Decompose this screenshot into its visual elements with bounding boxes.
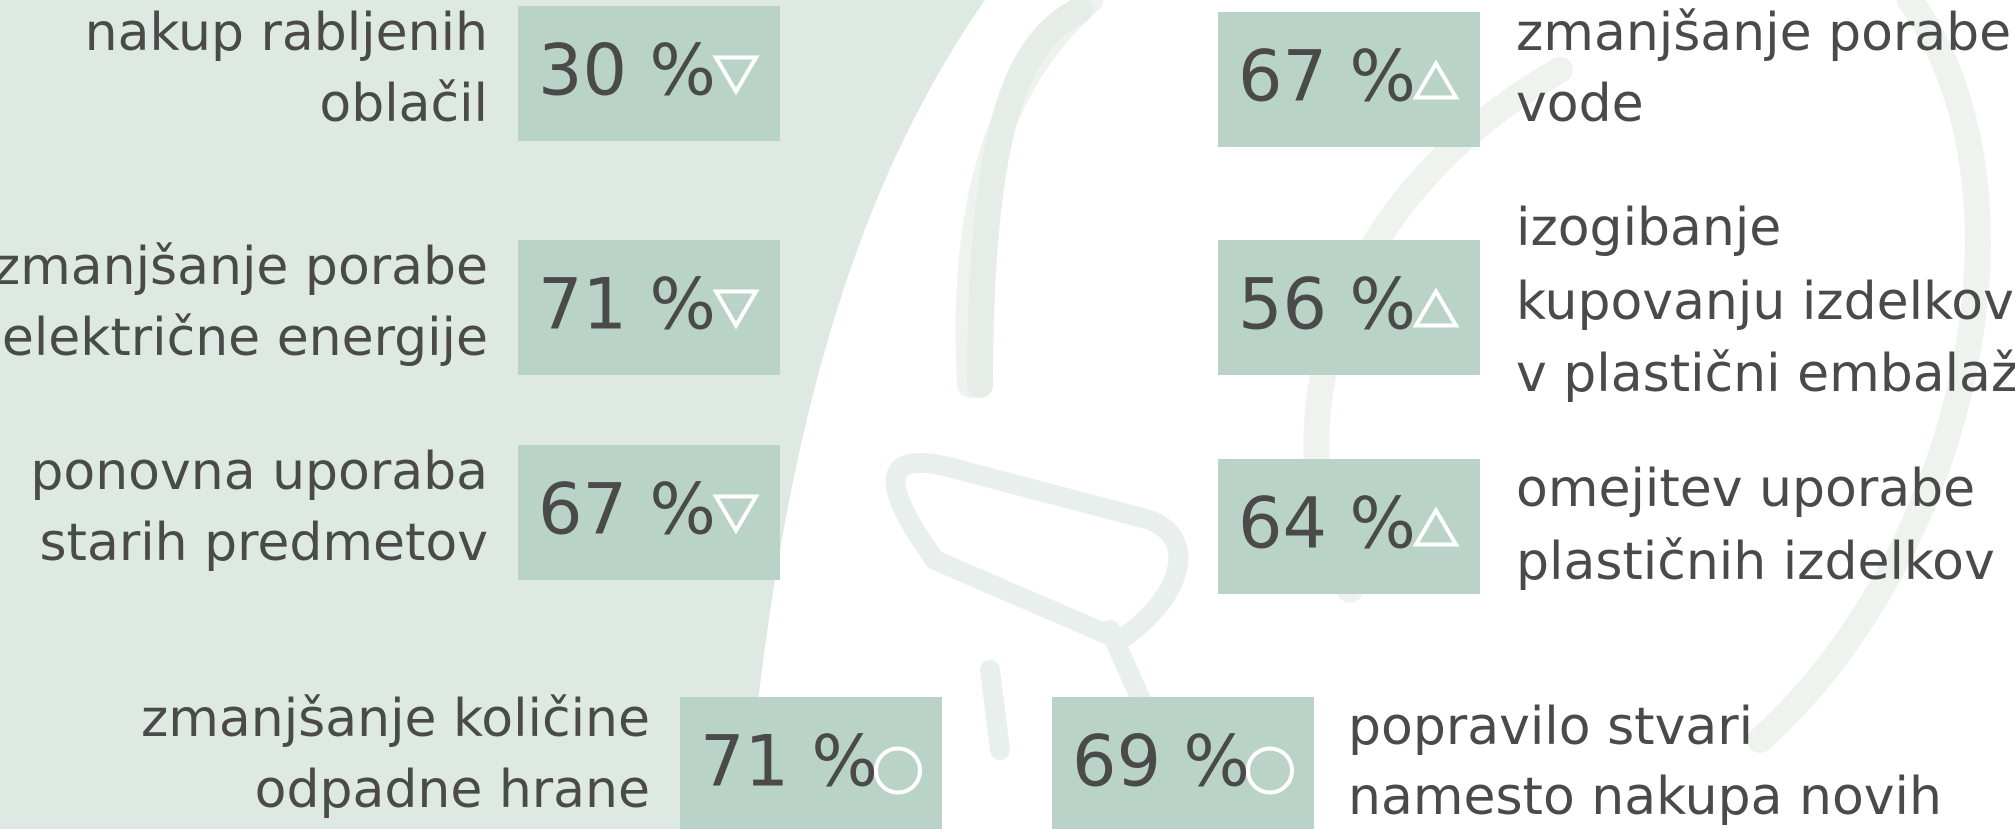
value-text: 71 % — [700, 721, 878, 803]
value-text: 71 % — [538, 264, 716, 346]
label-line: popravilo stvari — [1348, 697, 1753, 757]
label-line: vode — [1516, 74, 1644, 134]
label-line: kupovanju izdelkov — [1516, 272, 2014, 332]
value-text: 30 % — [538, 30, 716, 112]
infographic: 30 % nakup rabljenih oblačil 71 % zmanjšanje… — [0, 0, 2015, 829]
value-text: 67 % — [538, 469, 716, 551]
label-line: nakup rabljenih — [85, 3, 488, 63]
label-line: zmanjšanje porabe — [0, 237, 488, 297]
label-line: omejitev uporabe — [1516, 459, 1975, 519]
value-text: 67 % — [1238, 36, 1416, 118]
label-line: starih predmetov — [39, 513, 488, 573]
label-line: namesto nakupa novih — [1348, 767, 1942, 827]
label-line: plastičnih izdelkov — [1516, 532, 1995, 592]
label-line: električne energije — [2, 308, 488, 368]
label-line: zmanjšanje količine — [141, 689, 650, 749]
label-line: ponovna uporaba — [30, 442, 488, 502]
value-text: 56 % — [1238, 264, 1416, 346]
label-line: v plastični embalaži — [1516, 344, 2015, 404]
value-text: 64 % — [1238, 483, 1416, 565]
value-text: 69 % — [1072, 721, 1250, 803]
label-line: oblačil — [319, 74, 488, 134]
label-line: zmanjšanje porabe — [1516, 3, 2011, 63]
label-line: odpadne hrane — [255, 760, 650, 820]
label-line: izogibanje — [1516, 198, 1781, 258]
